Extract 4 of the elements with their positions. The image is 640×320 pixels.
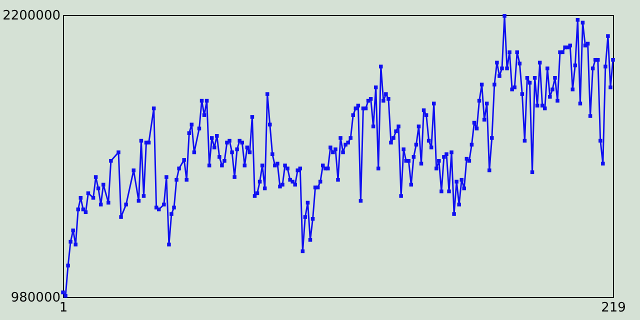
x-tick-label: 1	[59, 300, 68, 316]
y-tick-label: 980000	[10, 290, 60, 306]
y-tick-label: 2200000	[2, 8, 60, 24]
x-tick-label: 219	[601, 300, 626, 316]
